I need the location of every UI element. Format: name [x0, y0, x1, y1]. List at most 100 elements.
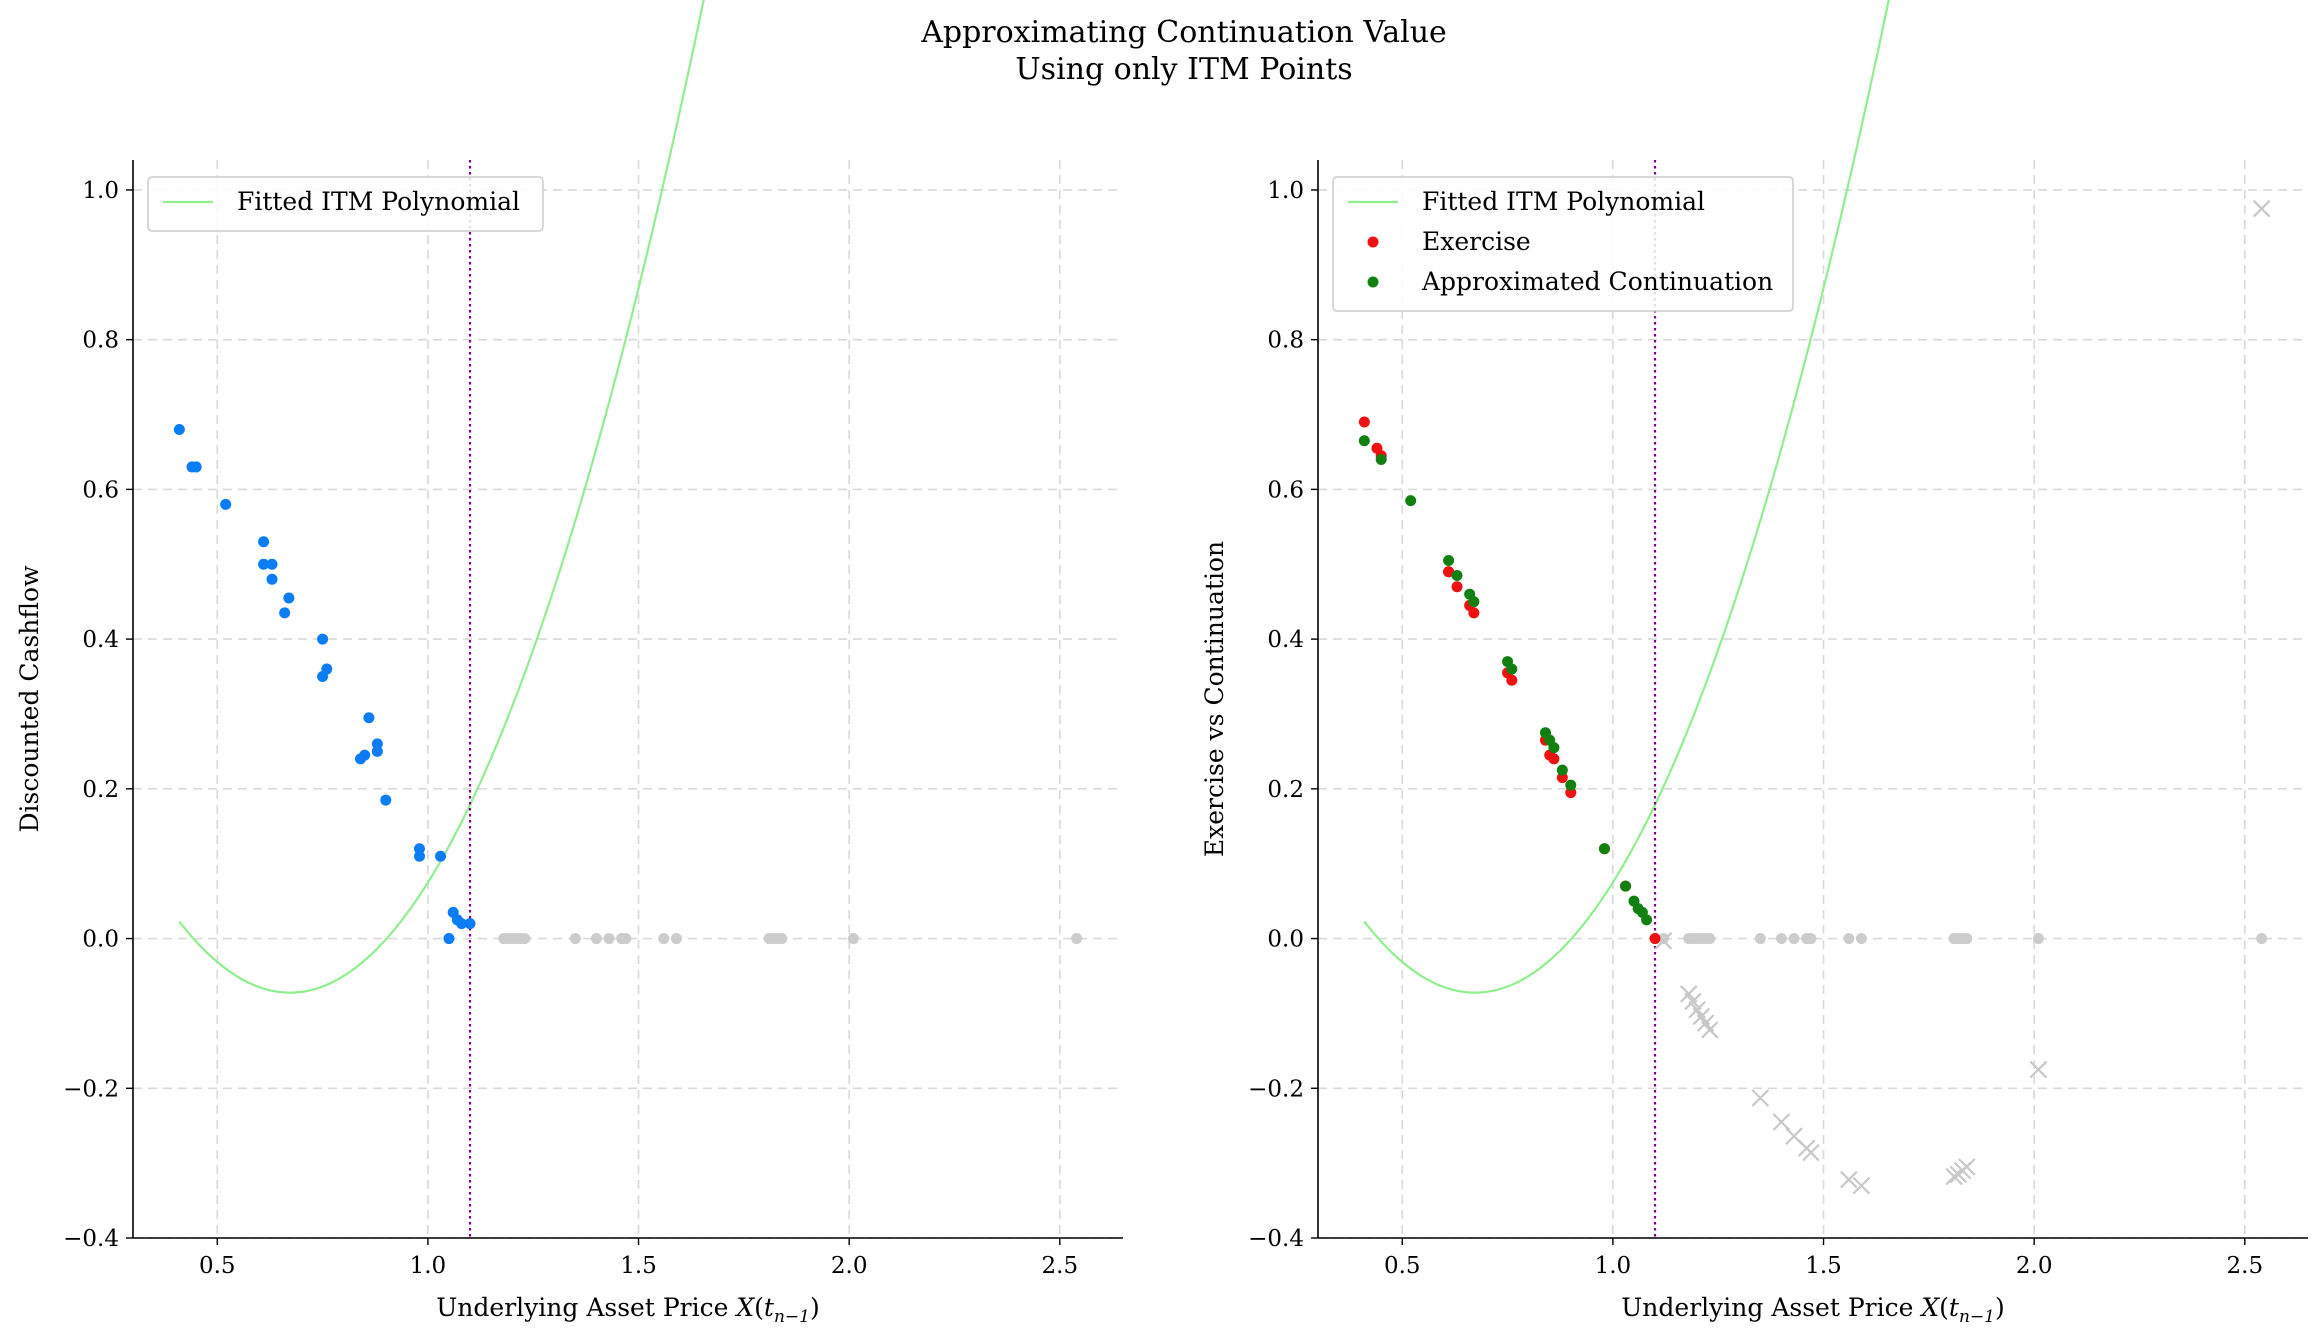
otm-point [1855, 933, 1867, 945]
x-label-t: t [764, 1293, 775, 1322]
x-tick-label: 2.0 [831, 1253, 868, 1279]
otm-point [1704, 933, 1716, 945]
legend-label: Exercise [1422, 227, 1531, 256]
y-tick-label: 0.6 [1267, 477, 1304, 503]
fitted-polynomial-line [1363, 0, 1890, 994]
y-tick-label: −0.4 [1248, 1226, 1304, 1252]
otm-point [2032, 933, 2044, 945]
exercise-point [1358, 416, 1370, 428]
left-legend: Fitted ITM Polynomial [147, 176, 544, 232]
legend-label: Fitted ITM Polynomial [237, 187, 520, 216]
x-label-close: ) [810, 1293, 820, 1322]
x-label-main: Underlying Asset Price [436, 1293, 736, 1322]
x-tick-label: 2.5 [1042, 1253, 1079, 1279]
otm-point [590, 933, 602, 945]
x-tick-label: 1.5 [620, 1253, 657, 1279]
y-tick-label: 1.0 [1267, 178, 1304, 204]
otm-continuation-marker [1684, 992, 1702, 1011]
otm-point [1754, 933, 1766, 945]
continuation-point [1468, 596, 1480, 608]
right-ticks: 0.5 1.0 1.5 2.0 2.5 −0.4 −0.2 0.0 0.2 0.4 0.6 0.8 1.… [1248, 178, 2263, 1279]
itm-point [321, 663, 333, 675]
otm-point [776, 933, 788, 945]
right-grid [1318, 160, 2308, 1239]
x-tick-label: 2.5 [2227, 1253, 2264, 1279]
otm-continuation-marker [1840, 1170, 1858, 1189]
otm-point [569, 933, 581, 945]
left-y-axis-label: Discounted Cashflow [15, 565, 44, 833]
legend-label: Approximated Continuation [1421, 267, 1773, 296]
x-tick-label: 2.0 [2016, 1253, 2053, 1279]
otm-point [1788, 933, 1800, 945]
otm-point [1071, 933, 1083, 945]
x-tick-label: 1.0 [410, 1253, 447, 1279]
itm-point [464, 918, 476, 930]
y-tick-label: 0.0 [1267, 927, 1304, 953]
y-tick-label: 0.2 [82, 777, 119, 803]
x-tick-label: 1.5 [1805, 1253, 1842, 1279]
continuation-point [1451, 569, 1463, 581]
itm-point [283, 592, 295, 604]
x-label-sub: n−1 [774, 1307, 810, 1327]
legend-dot-swatch [1367, 236, 1379, 248]
continuation-point [1620, 880, 1632, 892]
right-y-axis-label: Exercise vs Continuation [1200, 541, 1229, 857]
exercise-point [1443, 566, 1455, 578]
otm-continuation-marker [1701, 1021, 1719, 1039]
y-tick-label: 0.4 [82, 627, 119, 653]
otm-point [1961, 933, 1973, 945]
left-axes [132, 160, 1123, 1239]
y-tick-label: 1.0 [82, 178, 119, 204]
legend-frame [147, 176, 544, 232]
itm-point [266, 573, 278, 585]
right-x-axis-label: Underlying Asset Price X(tn−1) [1621, 1293, 2005, 1327]
y-tick-label: 0.2 [1267, 777, 1304, 803]
otm-point [620, 933, 632, 945]
otm-continuation-marker [1957, 1158, 1976, 1176]
x-label-close: ) [1995, 1293, 2005, 1322]
exercise-point [1649, 933, 1661, 945]
x-label-var: X [734, 1293, 755, 1322]
fitted-polynomial-line [178, 0, 705, 994]
right-plot-area [1358, 0, 2271, 1238]
exercise-point [1506, 674, 1518, 686]
y-tick-label: 0.6 [82, 477, 119, 503]
otm-point [1843, 933, 1855, 945]
continuation-point [1548, 742, 1560, 754]
otm-continuation-marker [1751, 1089, 1770, 1107]
legend-frame [1332, 176, 1794, 312]
itm-point [279, 607, 291, 619]
otm-point [603, 933, 615, 945]
legend-dot-swatch [1367, 276, 1379, 288]
x-tick-label: 0.5 [1384, 1253, 1421, 1279]
otm-continuation-marker [1945, 1167, 1963, 1186]
continuation-point [1506, 663, 1518, 675]
itm-point [413, 850, 425, 862]
otm-point [847, 933, 859, 945]
left-x-axis-label: Underlying Asset Price X(tn−1) [436, 1293, 820, 1327]
otm-point [519, 933, 531, 945]
otm-point [2256, 933, 2268, 945]
exercise-point [1451, 581, 1463, 593]
itm-point [258, 558, 270, 570]
itm-point [443, 933, 455, 945]
itm-point [266, 558, 278, 570]
itm-point [435, 850, 447, 862]
continuation-point [1598, 843, 1610, 855]
otm-point [1775, 933, 1787, 945]
continuation-point [1565, 779, 1577, 791]
x-label-main: Underlying Asset Price [1621, 1293, 1921, 1322]
otm-point [1657, 933, 1669, 945]
x-tick-label: 0.5 [199, 1253, 236, 1279]
itm-point [456, 918, 468, 930]
itm-point [380, 794, 392, 806]
itm-point [359, 749, 371, 761]
right-chart: 0.5 1.0 1.5 2.0 2.5 −0.4 −0.2 0.0 0.2 0.4 0.6 0.8 1.… [1200, 0, 2308, 1327]
left-chart: 0.5 1.0 1.5 2.0 2.5 −0.4 −0.2 0.0 0.2 0.4 0.6 0.8 1.… [15, 0, 1123, 1327]
y-tick-label: −0.4 [63, 1226, 119, 1252]
y-tick-label: −0.2 [63, 1076, 119, 1102]
itm-point [371, 745, 383, 757]
exercise-point [1468, 607, 1480, 619]
right-legend: Fitted ITM Polynomial Exercise Approximate… [1332, 176, 1794, 312]
continuation-point [1641, 914, 1653, 926]
